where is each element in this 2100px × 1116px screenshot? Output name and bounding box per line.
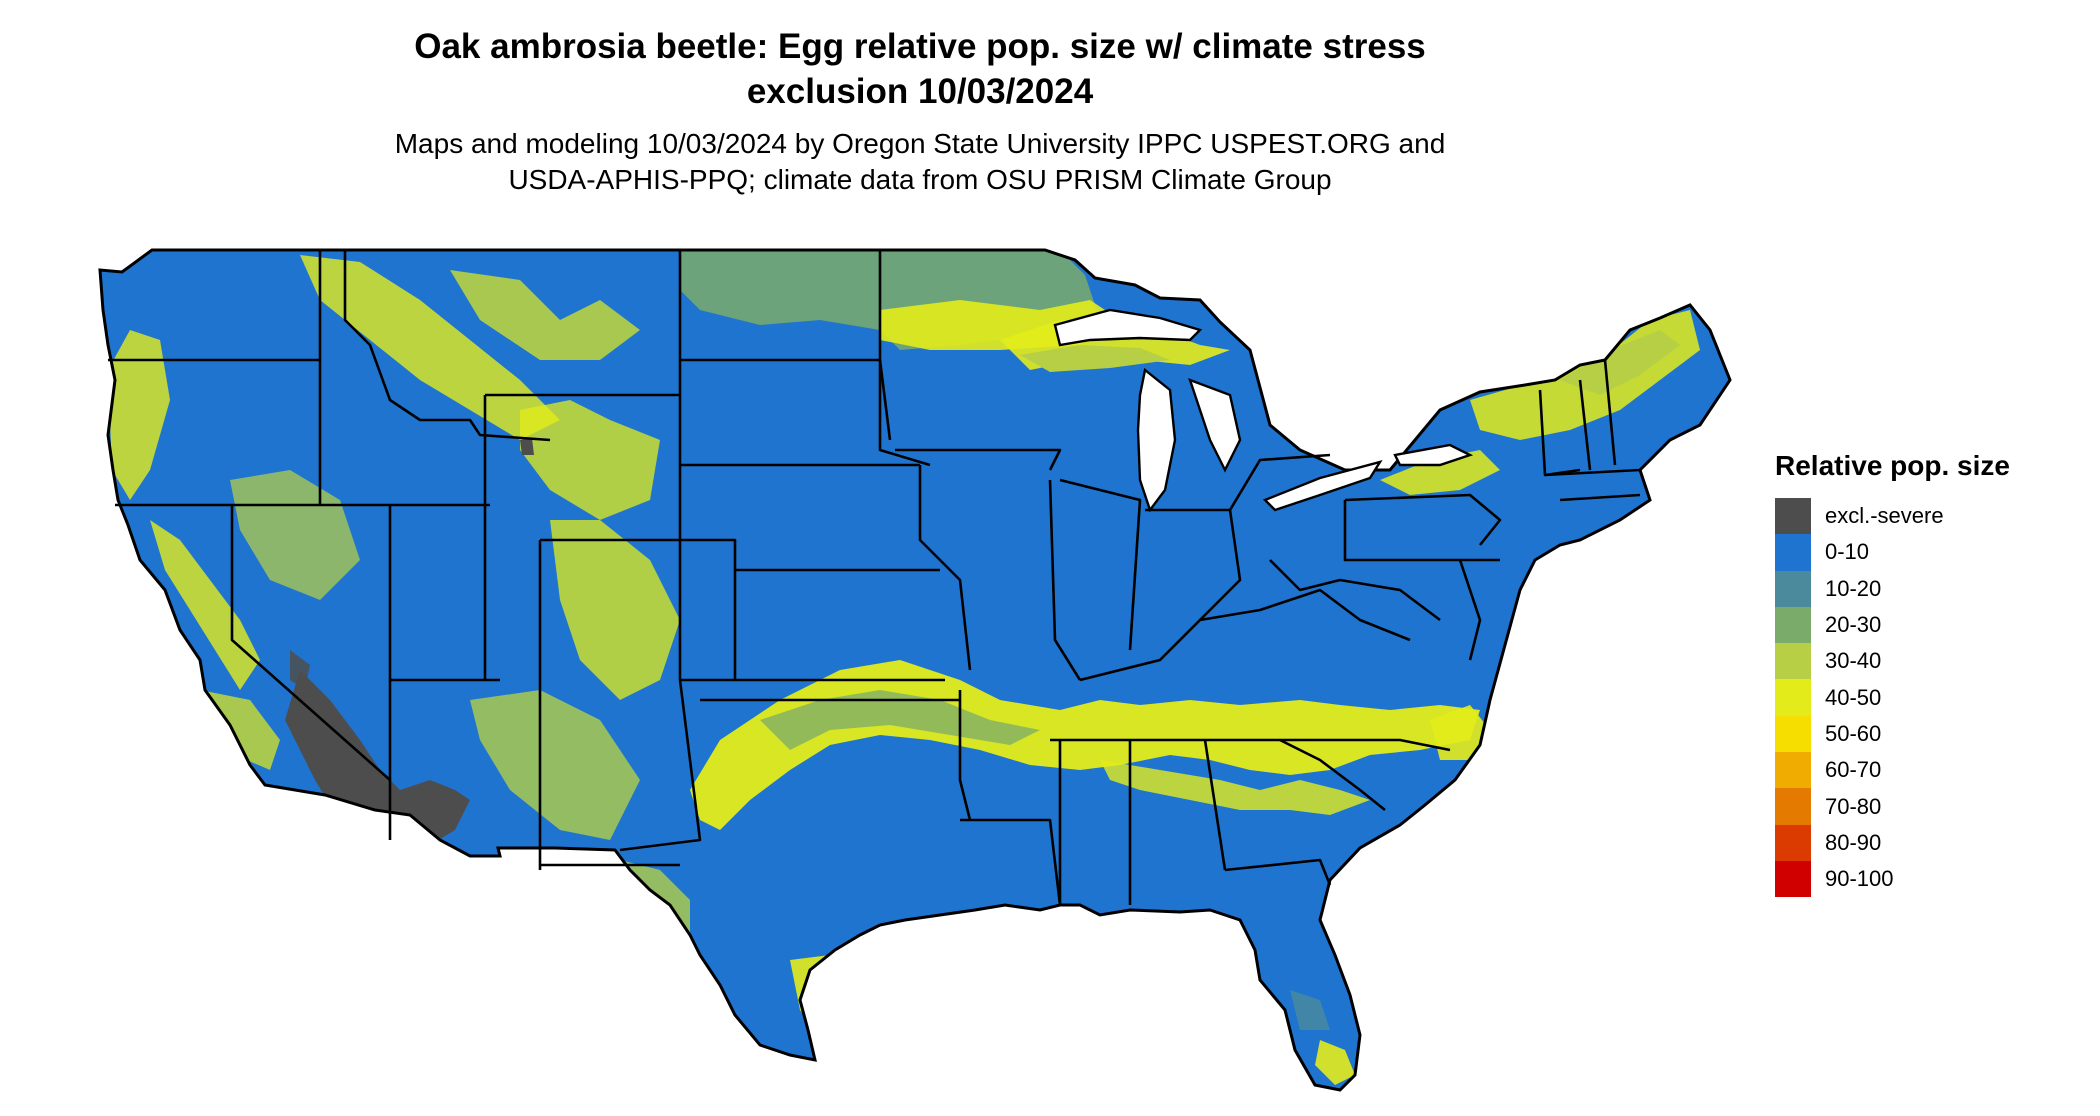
lake-erie [1262,460,1383,512]
excluded-wyoming-patch [520,438,534,455]
lake-superior [1053,308,1203,347]
legend-label: excl.-severe [1825,503,1944,529]
legend-item: excl.-severe [1775,498,2010,535]
legend-item: 30-40 [1775,643,2010,680]
subtitle-line-2: USDA-APHIS-PPQ; climate data from OSU PR… [508,164,1332,195]
legend-item: 80-90 [1775,824,2010,861]
legend-label: 30-40 [1825,648,1882,674]
legend-swatch [1775,570,1811,607]
legend-swatch [1775,498,1811,535]
band-colorado-rockies [550,520,680,700]
excluded-nevada [290,650,310,690]
legend-label: 10-20 [1825,575,1882,601]
band-wyoming [520,400,660,520]
band-upper-michigan-mid [1020,345,1170,372]
band-cascades [108,330,170,500]
band-sierra [150,520,260,690]
map-subtitle: Maps and modeling 10/03/2024 by Oregon S… [280,126,1560,198]
legend-swatch [1775,860,1811,898]
band-deep-south [1100,760,1370,815]
legend-item: 20-30 [1775,606,2010,644]
lake-huron [1188,377,1242,473]
band-new-york [1380,450,1500,495]
band-southern-mid [760,690,1040,750]
state-boundaries [108,250,1641,906]
us-map [98,248,1732,1092]
legend-label: 90-100 [1825,866,1894,892]
legend-title: Relative pop. size [1775,450,2010,481]
band-florida-tip [1315,1040,1355,1085]
legend-swatch [1775,788,1811,825]
legend-label: 20-30 [1825,612,1882,638]
legend-swatch [1775,643,1811,680]
legend-swatch [1775,606,1811,644]
legend-label: 40-50 [1825,684,1882,710]
band-florida-teal [1290,990,1330,1030]
legend-item: 60-70 [1775,752,2010,789]
legend-item: 70-80 [1775,788,2010,825]
legend-item: 0-10 [1775,534,2010,571]
band-montana [450,270,640,360]
lake-ontario [1393,443,1474,467]
map-legend: Relative pop. size excl.-severe 0-10 10-20… [1775,448,2010,898]
legend-label: 80-90 [1825,829,1882,855]
title-line-2: exclusion 10/03/2024 [746,72,1094,111]
band-four-corners [470,690,640,840]
legend-swatch [1775,824,1811,861]
legend-items: excl.-severe 0-10 10-20 20-30 30-40 40-50 50-6… [1775,498,2010,898]
subtitle-line-1: Maps and modeling 10/03/2024 by Oregon S… [394,128,1446,159]
climate-raster [100,250,1730,1090]
legend-label: 70-80 [1825,793,1882,819]
legend-label: 60-70 [1825,757,1882,783]
legend-label: 50-60 [1825,720,1882,746]
legend-swatch [1775,534,1811,571]
lake-michigan [1136,367,1177,513]
map-title: Oak ambrosia beetle: Egg relative pop. s… [280,24,1560,114]
legend-item: 50-60 [1775,715,2010,753]
legend-item: 10-20 [1775,570,2010,607]
legend-item: 40-50 [1775,679,2010,716]
legend-swatch [1775,715,1811,753]
legend-item: 90-100 [1775,860,2010,898]
great-lakes [1053,308,1474,513]
band-nc-coast [1430,705,1490,760]
band-new-england-mid [1560,330,1680,395]
legend-label: 0-10 [1825,539,1870,565]
title-line-1: Oak ambrosia beetle: Egg relative pop. s… [414,27,1426,66]
band-great-basin [230,470,360,600]
legend-swatch [1775,679,1811,716]
legend-swatch [1775,752,1811,789]
